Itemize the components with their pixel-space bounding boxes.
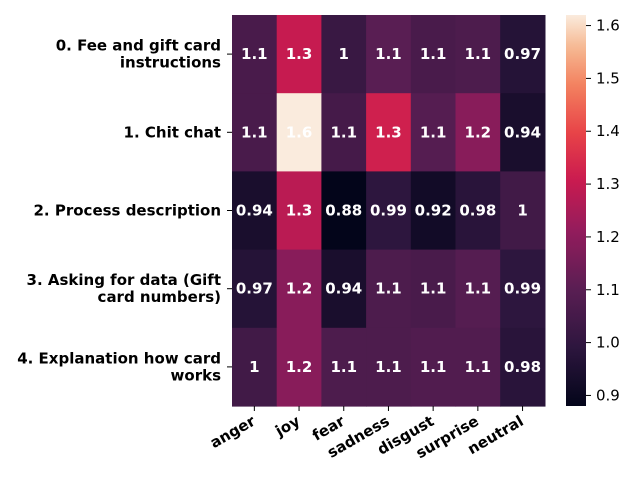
heatmap-cell-3-2: [321, 249, 367, 329]
heatmap-cell-2-6: [500, 171, 546, 251]
heatmap-cell-2-3: [366, 171, 412, 251]
y-tick-label-0-1: instructions: [120, 54, 221, 72]
cell-value-label-4-2: 1.1: [330, 358, 357, 376]
heatmap-cell-1-5: [455, 93, 501, 172]
heatmap-cell-4-4: [410, 327, 457, 407]
colorbar-tick-label-1: 1.0: [596, 334, 620, 352]
heatmap-cell-1-3: [366, 93, 412, 172]
cell-value-label-0-1: 1.3: [286, 45, 313, 63]
heatmap-cell-4-6: [500, 327, 546, 407]
cell-value-label-1-6: 0.94: [504, 123, 541, 141]
x-tick-label-anger: anger: [207, 412, 259, 452]
cell-value-label-0-3: 1.1: [375, 45, 402, 63]
cell-value-label-1-2: 1.1: [330, 123, 357, 141]
cell-value-label-2-0: 0.94: [236, 202, 273, 220]
colorbar-tick-label-7: 1.6: [596, 17, 620, 35]
heatmap-cell-1-1: [276, 93, 322, 172]
cell-value-label-4-1: 1.2: [286, 358, 313, 376]
cell-value-label-1-5: 1.2: [465, 123, 492, 141]
heatmap-cell-3-4: [410, 249, 457, 329]
cell-value-label-0-2: 1: [339, 45, 349, 63]
heatmap-cell-0-5: [455, 15, 501, 94]
heatmap-cell-2-1: [276, 171, 322, 251]
cell-value-label-3-1: 1.2: [286, 280, 313, 298]
heatmap-cell-1-4: [410, 93, 457, 172]
heatmap-cell-3-6: [500, 249, 546, 329]
heatmap-cell-labels: 1.1 1.3 1 1.1 1.1 1.1 0.97 1.1 1.6 1.1 1.3 1.1 1.2 0.…: [236, 45, 541, 376]
cell-value-label-1-1: 1.6: [286, 123, 313, 141]
cell-value-label-3-2: 0.94: [325, 280, 362, 298]
cell-value-label-4-3: 1.1: [375, 358, 402, 376]
heatmap-cell-3-0: [232, 249, 278, 329]
cell-value-label-4-6: 0.98: [504, 358, 541, 376]
heatmap-cell-3-5: [455, 249, 501, 329]
heatmap-cell-2-0: [232, 171, 278, 251]
y-tick-label-0-0: 0. Fee and gift card: [56, 37, 221, 55]
x-tick-label-joy: joy: [271, 412, 303, 441]
cell-value-label-1-4: 1.1: [420, 123, 447, 141]
y-tick-label-1-0: 1. Chit chat: [124, 123, 221, 141]
colorbar-tick-label-0: 0.9: [596, 386, 620, 404]
heatmap-cell-3-1: [276, 249, 322, 329]
cell-value-label-2-6: 1: [517, 202, 527, 220]
y-tick-label-4-0: 4. Explanation how card: [17, 349, 221, 367]
cell-value-label-3-0: 0.97: [236, 280, 273, 298]
heatmap-cell-0-1: [276, 15, 322, 94]
cell-value-label-0-6: 0.97: [504, 45, 541, 63]
heatmap-cell-0-6: [500, 15, 546, 94]
heatmap-cells: [232, 15, 546, 407]
heatmap-cell-4-3: [366, 327, 412, 407]
y-tick-label-2-0: 2. Process description: [34, 202, 222, 220]
cell-value-label-2-2: 0.88: [325, 202, 362, 220]
cell-value-label-0-4: 1.1: [420, 45, 447, 63]
heatmap-cell-4-2: [321, 327, 367, 407]
cell-value-label-3-4: 1.1: [420, 280, 447, 298]
heatmap-cell-0-3: [366, 15, 412, 94]
cell-value-label-1-3: 1.3: [375, 123, 402, 141]
x-axis: anger joy fearsadnessdisgustsurpriseneutra…: [207, 406, 527, 462]
cell-value-label-4-0: 1: [249, 358, 259, 376]
cell-value-label-2-4: 0.92: [415, 202, 452, 220]
cell-value-label-0-5: 1.1: [465, 45, 492, 63]
heatmap-cell-0-0: [232, 15, 278, 94]
colorbar: 0.9 1.0 1.1 1.2 1.3 1.4 1.5 1.6: [566, 15, 620, 406]
heatmap-cell-1-2: [321, 93, 367, 172]
colorbar-tick-label-3: 1.2: [596, 228, 620, 246]
cell-value-label-2-3: 0.99: [370, 202, 407, 220]
heatmap-cell-2-4: [410, 171, 457, 251]
y-tick-label-4-1: works: [171, 366, 222, 384]
y-tick-label-3-0: 3. Asking for data (Gift: [27, 271, 221, 289]
heatmap-cell-1-0: [232, 93, 278, 172]
colorbar-tick-label-2: 1.1: [596, 281, 620, 299]
cell-value-label-2-5: 0.98: [459, 202, 496, 220]
cell-value-label-1-0: 1.1: [241, 123, 268, 141]
heatmap-cell-0-2: [321, 15, 367, 94]
y-tick-label-3-1: card numbers): [98, 288, 221, 306]
heatmap-cell-4-1: [276, 327, 322, 407]
heatmap-cell-4-0: [232, 327, 278, 407]
heatmap-cell-1-6: [500, 93, 546, 172]
colorbar-tick-label-5: 1.4: [596, 122, 620, 140]
heatmap-cell-2-2: [321, 171, 367, 251]
cell-value-label-3-6: 0.99: [504, 280, 541, 298]
colorbar-tick-label-4: 1.3: [596, 175, 620, 193]
cell-value-label-4-4: 1.1: [420, 358, 447, 376]
heatmap-cell-0-4: [410, 15, 457, 94]
cell-value-label-3-5: 1.1: [465, 280, 492, 298]
heatmap-cell-4-5: [455, 327, 501, 407]
heatmap-cell-2-5: [455, 171, 501, 251]
colorbar-gradient: [566, 15, 586, 406]
cell-value-label-2-1: 1.3: [286, 202, 313, 220]
cell-value-label-3-3: 1.1: [375, 280, 402, 298]
cell-value-label-0-0: 1.1: [241, 45, 268, 63]
heatmap-cell-3-3: [366, 249, 412, 329]
colorbar-tick-label-6: 1.5: [596, 69, 620, 87]
cell-value-label-4-5: 1.1: [465, 358, 492, 376]
